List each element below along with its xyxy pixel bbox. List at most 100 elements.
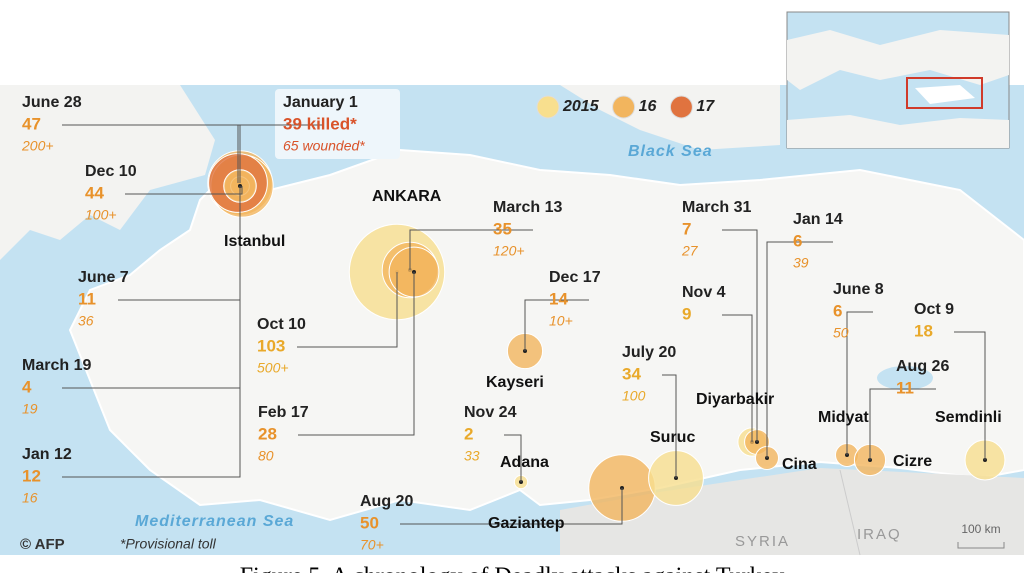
country-label: SYRIA: [735, 533, 790, 550]
city-label: Cizre: [893, 453, 932, 470]
attack-killed: 34: [622, 364, 641, 383]
attack-killed: 9: [682, 304, 691, 323]
attack-killed: 12: [22, 466, 41, 485]
leader-line: [400, 488, 623, 525]
attack-wounded: 80: [258, 448, 274, 464]
attack-killed: 103: [257, 336, 285, 355]
inset-turkey: [915, 85, 975, 104]
attack-date: Oct 9: [914, 301, 954, 318]
scale-label: 100 km: [961, 522, 1000, 536]
attack-killed: 6: [833, 301, 842, 320]
attack-wounded: 70+: [360, 537, 384, 553]
inset-land: [787, 30, 1009, 90]
attack-date: Aug 20: [360, 493, 413, 510]
leader-line: [766, 241, 833, 458]
city-label: Suruc: [650, 429, 695, 446]
attack-wounded: 65 wounded*: [283, 138, 365, 154]
legend-label: 2015: [562, 98, 600, 115]
sea-label: Mediterranean Sea: [135, 513, 294, 530]
city-label: Semdinli: [935, 409, 1002, 426]
attack-killed: 44: [85, 183, 104, 202]
attack-killed: 47: [22, 114, 41, 133]
leader-line: [298, 272, 415, 436]
attack-killed: 50: [360, 513, 379, 532]
attack-date: March 13: [493, 199, 562, 216]
leader-line: [954, 331, 986, 460]
attack-killed: 28: [258, 424, 277, 443]
attack-killed: 11: [896, 378, 914, 397]
attack-wounded: 500+: [257, 360, 289, 376]
attack-date: March 19: [22, 357, 91, 374]
leader-line: [846, 311, 873, 455]
attack-killed: 39 killed*: [283, 114, 357, 133]
attack-killed: 18: [914, 321, 933, 340]
attack-date: Nov 4: [682, 284, 726, 301]
city-label: ANKARA: [372, 188, 442, 205]
leader-line: [409, 229, 533, 270]
land-europe: [0, 85, 215, 260]
label-layer: Oct 10 103 500+ Aug 20 50 70+ July 20 34 100 June…: [21, 89, 986, 553]
attack-date: January 1: [283, 94, 358, 111]
attack-wounded: 16: [22, 490, 38, 506]
legend-swatch: [612, 95, 636, 119]
leader-line: [662, 374, 677, 478]
country-label: IRAQ: [857, 526, 902, 543]
leader-line: [524, 299, 589, 351]
sea-label: Black Sea: [628, 143, 713, 160]
caption: Figure 5. A chronology of Deadly attacks…: [240, 564, 785, 573]
leader-line: [504, 434, 522, 482]
attack-date: June 8: [833, 281, 884, 298]
attack-killed: 11: [78, 289, 96, 308]
attack-wounded: 120+: [493, 243, 525, 259]
city-label: Istanbul: [224, 233, 285, 250]
city-label: Diyarbakir: [696, 391, 774, 408]
legend-label: 16: [639, 98, 657, 115]
leader-line: [722, 314, 753, 442]
attack-date: June 28: [22, 94, 82, 111]
leader-line: [237, 124, 323, 183]
attack-date: July 20: [622, 344, 676, 361]
attack-date: Oct 10: [257, 316, 306, 333]
attack-wounded: 10+: [549, 313, 573, 329]
attack-killed: 35: [493, 219, 512, 238]
attack-wounded: 100+: [85, 207, 117, 223]
callout-box: [275, 89, 400, 159]
attack-layer: Oct 10 103 500+ Aug 20 50 70+ July 20 34 100 June…: [21, 89, 1006, 553]
inset-highlight: [906, 77, 983, 109]
leader-line: [125, 186, 243, 195]
border: [839, 469, 861, 556]
leader-line: [297, 272, 398, 348]
attack-wounded: 36: [78, 313, 94, 329]
city-label: Cina: [782, 456, 817, 473]
attack-wounded: 19: [22, 401, 38, 417]
scale-bar: [957, 542, 1005, 549]
attack-date: March 31: [682, 199, 751, 216]
attack-date: Aug 26: [896, 358, 949, 375]
attack-killed: 6: [793, 231, 802, 250]
attack-wounded: 100: [622, 388, 646, 404]
attack-date: Jan 12: [22, 446, 72, 463]
attack-date: Dec 10: [85, 163, 137, 180]
inset-land: [787, 115, 1009, 148]
leader-line: [869, 388, 936, 460]
city-label: Adana: [500, 454, 549, 471]
attack-killed: 2: [464, 424, 473, 443]
attack-wounded: 33: [464, 448, 480, 464]
attack-killed: 7: [682, 219, 691, 238]
city-label: Midyat: [818, 409, 869, 426]
leader-line: [62, 186, 241, 478]
attack-date: Feb 17: [258, 404, 309, 421]
attack-wounded: 27: [681, 243, 699, 259]
city-label: Gaziantep: [488, 515, 565, 532]
leader-line: [722, 229, 758, 442]
attack-date: June 7: [78, 269, 129, 286]
attack-wounded: 50: [833, 325, 849, 341]
city-label: Kayseri: [486, 374, 544, 391]
note: *Provisional toll: [120, 536, 217, 552]
attack-wounded: 39: [793, 255, 809, 271]
attack-date: Jan 14: [793, 211, 843, 228]
attack-killed: 14: [549, 289, 568, 308]
legend-swatch: [536, 95, 560, 119]
attack-date: Nov 24: [464, 404, 517, 421]
